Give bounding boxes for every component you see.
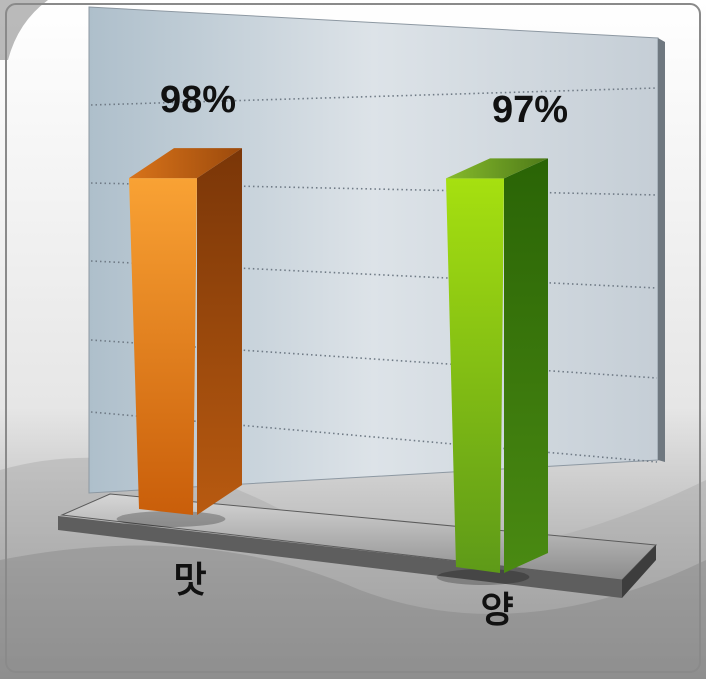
bar-side-face [197,148,242,515]
value-label-2: 97% [492,89,568,131]
value-label-1: 98% [160,79,236,121]
bar-shadow [116,511,226,527]
chart-floor-front-edge [58,516,622,598]
category-label-1: 맛 [173,560,206,601]
bar-top-face [446,158,548,179]
chart-wall-edge [658,38,665,462]
bars-group [116,148,548,585]
labels-group: 98% 맛 97% 양 [160,79,568,631]
bar-shadow [436,569,530,585]
panel-border [5,3,701,673]
photo-backdrop-lower [0,545,706,679]
bar-front-face [129,178,197,515]
chart-floor-side-edge [622,545,656,598]
bar-side-face [504,158,548,573]
category-label-2: 양 [480,590,513,631]
bar-1 [116,148,242,527]
bar-front-face [446,178,504,573]
bar-top-face [129,148,242,179]
corner-decoration [0,0,48,60]
bar-2 [436,158,548,585]
